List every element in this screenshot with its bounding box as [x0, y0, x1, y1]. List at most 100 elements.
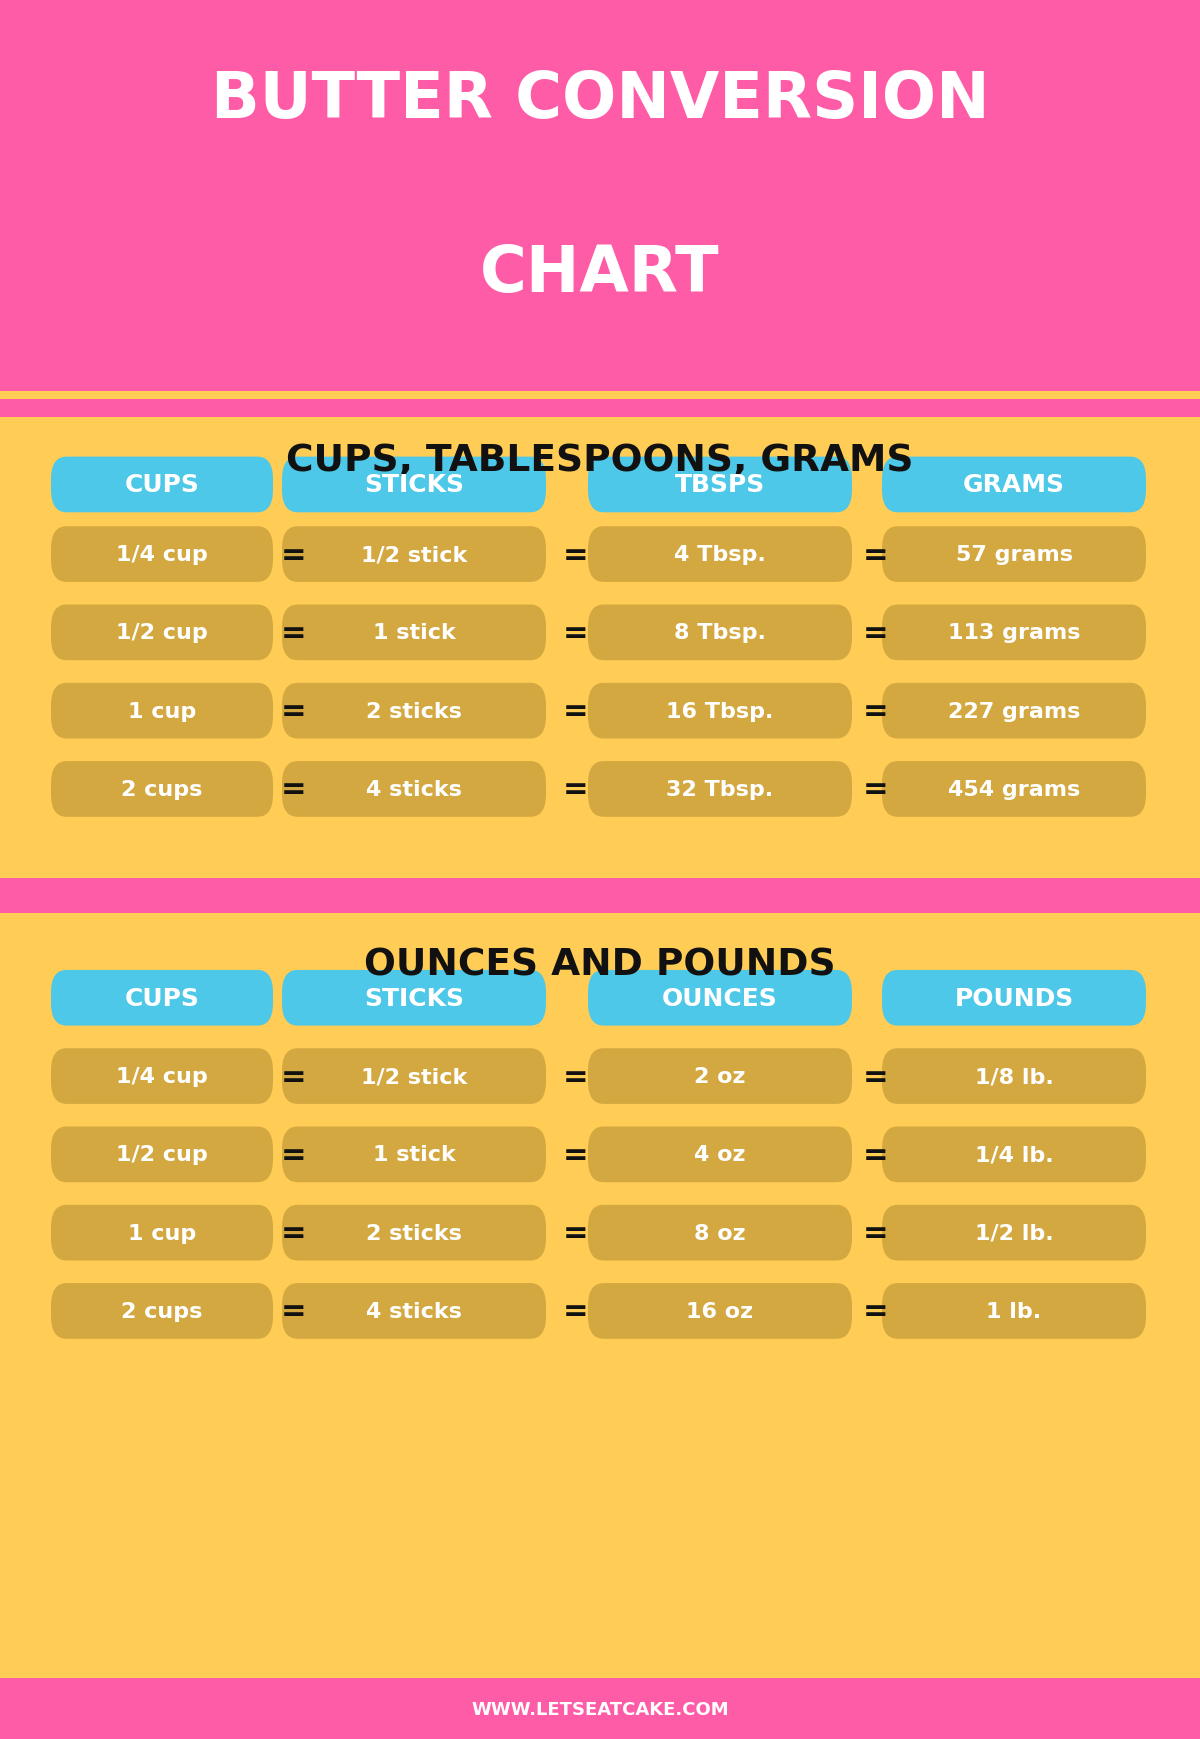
- Text: 2 oz: 2 oz: [695, 1066, 745, 1087]
- Text: STICKS: STICKS: [364, 986, 464, 1010]
- Text: TBSPS: TBSPS: [674, 473, 766, 497]
- Text: =: =: [863, 776, 889, 803]
- Text: OUNCES AND POUNDS: OUNCES AND POUNDS: [364, 948, 836, 983]
- Text: =: =: [863, 619, 889, 647]
- Text: =: =: [563, 1063, 589, 1090]
- FancyBboxPatch shape: [282, 683, 546, 739]
- FancyBboxPatch shape: [0, 878, 1200, 913]
- Text: 8 oz: 8 oz: [694, 1223, 746, 1243]
- Text: 1 stick: 1 stick: [373, 1144, 455, 1165]
- Text: 1/4 cup: 1/4 cup: [116, 544, 208, 565]
- Text: =: =: [563, 619, 589, 647]
- FancyBboxPatch shape: [588, 605, 852, 661]
- Text: 1/2 lb.: 1/2 lb.: [974, 1223, 1054, 1243]
- FancyBboxPatch shape: [282, 1205, 546, 1261]
- FancyBboxPatch shape: [50, 970, 274, 1026]
- FancyBboxPatch shape: [588, 683, 852, 739]
- Text: =: =: [281, 619, 307, 647]
- FancyBboxPatch shape: [588, 1127, 852, 1183]
- FancyBboxPatch shape: [282, 1127, 546, 1183]
- FancyBboxPatch shape: [282, 970, 546, 1026]
- Text: 4 oz: 4 oz: [695, 1144, 745, 1165]
- Text: 16 Tbsp.: 16 Tbsp.: [666, 701, 774, 722]
- Text: 2 sticks: 2 sticks: [366, 1223, 462, 1243]
- Text: =: =: [281, 697, 307, 725]
- FancyBboxPatch shape: [0, 1678, 1200, 1739]
- FancyBboxPatch shape: [50, 683, 274, 739]
- FancyBboxPatch shape: [282, 527, 546, 583]
- Text: =: =: [281, 1297, 307, 1325]
- FancyBboxPatch shape: [282, 1283, 546, 1339]
- Text: 1 cup: 1 cup: [128, 701, 196, 722]
- Text: =: =: [563, 1141, 589, 1169]
- Text: =: =: [863, 697, 889, 725]
- FancyBboxPatch shape: [588, 970, 852, 1026]
- Text: 1 cup: 1 cup: [128, 1223, 196, 1243]
- FancyBboxPatch shape: [282, 605, 546, 661]
- Text: =: =: [281, 1063, 307, 1090]
- FancyBboxPatch shape: [882, 970, 1146, 1026]
- Text: =: =: [281, 1219, 307, 1247]
- Text: GRAMS: GRAMS: [964, 473, 1066, 497]
- Text: =: =: [863, 1219, 889, 1247]
- Text: =: =: [863, 541, 889, 569]
- FancyBboxPatch shape: [882, 527, 1146, 583]
- Text: 4 Tbsp.: 4 Tbsp.: [674, 544, 766, 565]
- FancyBboxPatch shape: [588, 1283, 852, 1339]
- FancyBboxPatch shape: [282, 1049, 546, 1104]
- Text: 1/2 stick: 1/2 stick: [361, 1066, 467, 1087]
- Text: OUNCES: OUNCES: [662, 986, 778, 1010]
- FancyBboxPatch shape: [588, 762, 852, 817]
- Text: 2 cups: 2 cups: [121, 1301, 203, 1322]
- FancyBboxPatch shape: [50, 1127, 274, 1183]
- Text: 8 Tbsp.: 8 Tbsp.: [674, 623, 766, 643]
- Text: =: =: [281, 541, 307, 569]
- FancyBboxPatch shape: [588, 1205, 852, 1261]
- Text: BUTTER CONVERSION: BUTTER CONVERSION: [211, 70, 989, 130]
- Text: 1/4 cup: 1/4 cup: [116, 1066, 208, 1087]
- FancyBboxPatch shape: [882, 457, 1146, 513]
- Text: CUPS, TABLESPOONS, GRAMS: CUPS, TABLESPOONS, GRAMS: [287, 443, 913, 478]
- FancyBboxPatch shape: [882, 683, 1146, 739]
- FancyBboxPatch shape: [882, 762, 1146, 817]
- FancyBboxPatch shape: [0, 0, 1200, 391]
- Text: 1/2 cup: 1/2 cup: [116, 623, 208, 643]
- Text: CHART: CHART: [480, 243, 720, 304]
- Text: POUNDS: POUNDS: [954, 986, 1074, 1010]
- FancyBboxPatch shape: [50, 762, 274, 817]
- Text: 227 grams: 227 grams: [948, 701, 1080, 722]
- Text: 1/2 cup: 1/2 cup: [116, 1144, 208, 1165]
- FancyBboxPatch shape: [50, 1049, 274, 1104]
- Text: =: =: [863, 1297, 889, 1325]
- Text: 4 sticks: 4 sticks: [366, 1301, 462, 1322]
- FancyBboxPatch shape: [882, 1127, 1146, 1183]
- Text: 113 grams: 113 grams: [948, 623, 1080, 643]
- Text: 32 Tbsp.: 32 Tbsp.: [666, 779, 774, 800]
- Text: 1/4 lb.: 1/4 lb.: [974, 1144, 1054, 1165]
- Text: =: =: [563, 1219, 589, 1247]
- Text: 454 grams: 454 grams: [948, 779, 1080, 800]
- Text: 1/2 stick: 1/2 stick: [361, 544, 467, 565]
- Text: WWW.LETSEATCAKE.COM: WWW.LETSEATCAKE.COM: [472, 1699, 728, 1718]
- FancyBboxPatch shape: [882, 605, 1146, 661]
- FancyBboxPatch shape: [50, 605, 274, 661]
- Text: 1 lb.: 1 lb.: [986, 1301, 1042, 1322]
- FancyBboxPatch shape: [882, 1049, 1146, 1104]
- Text: =: =: [563, 1297, 589, 1325]
- FancyBboxPatch shape: [588, 1049, 852, 1104]
- Text: =: =: [281, 776, 307, 803]
- FancyBboxPatch shape: [588, 457, 852, 513]
- Text: CUPS: CUPS: [125, 986, 199, 1010]
- Text: =: =: [863, 1141, 889, 1169]
- Text: =: =: [863, 1063, 889, 1090]
- Text: =: =: [563, 697, 589, 725]
- Text: CUPS: CUPS: [125, 473, 199, 497]
- FancyBboxPatch shape: [282, 457, 546, 513]
- FancyBboxPatch shape: [282, 762, 546, 817]
- Text: 2 cups: 2 cups: [121, 779, 203, 800]
- Text: 2 sticks: 2 sticks: [366, 701, 462, 722]
- FancyBboxPatch shape: [882, 1205, 1146, 1261]
- FancyBboxPatch shape: [50, 527, 274, 583]
- FancyBboxPatch shape: [0, 400, 1200, 417]
- Text: 1/8 lb.: 1/8 lb.: [974, 1066, 1054, 1087]
